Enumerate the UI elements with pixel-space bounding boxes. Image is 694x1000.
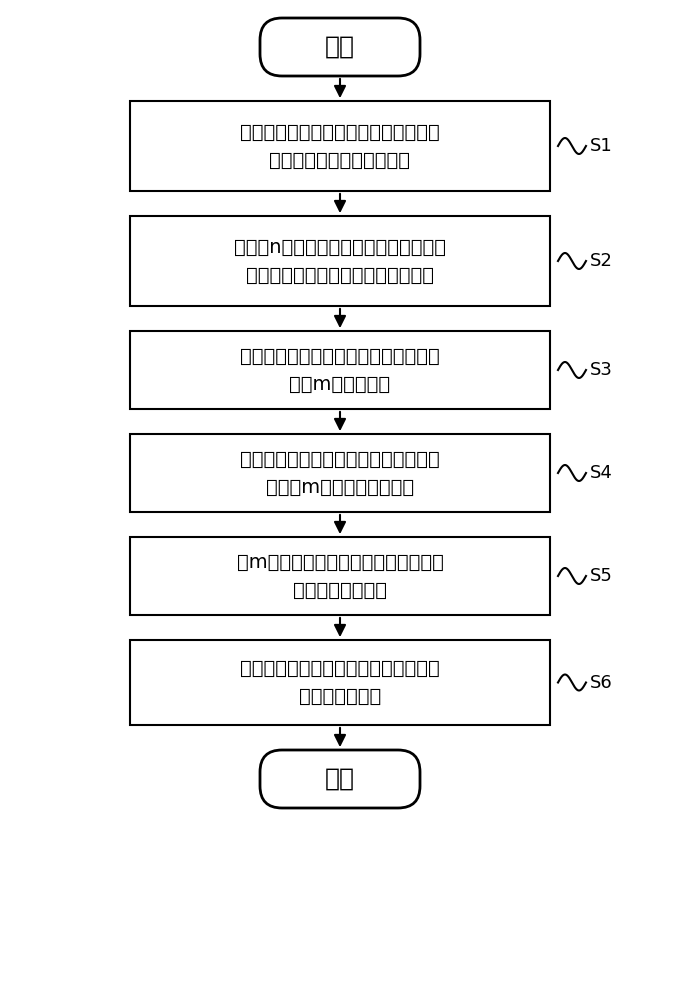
Bar	[130, 331, 550, 409]
Text: S2: S2	[590, 252, 613, 270]
Text: S5: S5	[590, 567, 613, 585]
Text: S4: S4	[590, 464, 613, 482]
Text: S3: S3	[590, 361, 613, 379]
Text: 对所得n个特征顶点建立参数分割，并获
得半节点及预测曲线模型的中间参数: 对所得n个特征顶点建立参数分割，并获 得半节点及预测曲线模型的中间参数	[234, 237, 446, 284]
Text: 开始: 开始	[325, 35, 355, 59]
Text: S6: S6	[590, 674, 613, 692]
Text: 对m连续方程组进行求解得到预测曲线
模型，获得曲线图: 对m连续方程组进行求解得到预测曲线 模型，获得曲线图	[237, 552, 443, 599]
Bar	[130, 434, 550, 512]
Text: 通过特征顶点与半节点建立预测曲线模
型的m连续方程组: 通过特征顶点与半节点建立预测曲线模 型的m连续方程组	[240, 347, 440, 393]
Text: 结束: 结束	[325, 767, 355, 791]
FancyBboxPatch shape	[260, 750, 420, 808]
Bar	[130, 640, 550, 725]
Text: 构造和计算预测曲线模型的边界条件作
为求解m连续方程组的参数: 构造和计算预测曲线模型的边界条件作 为求解m连续方程组的参数	[240, 450, 440, 496]
Bar	[130, 216, 550, 306]
Bar	[130, 101, 550, 191]
FancyBboxPatch shape	[260, 18, 420, 76]
Text: S1: S1	[590, 137, 613, 155]
Text: 对离散数据进行样点采集和预处理，确
定预测曲线模型的特征顶点: 对离散数据进行样点采集和预处理，确 定预测曲线模型的特征顶点	[240, 122, 440, 169]
Bar	[130, 537, 550, 615]
Text: 根据预测曲线模型对预测曲线进行预测
，获得预测结果: 根据预测曲线模型对预测曲线进行预测 ，获得预测结果	[240, 659, 440, 706]
